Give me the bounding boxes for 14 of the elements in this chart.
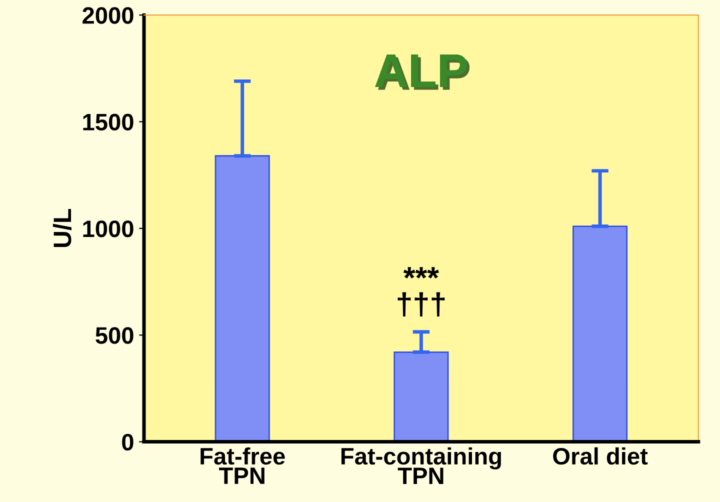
bar bbox=[572, 226, 628, 442]
y-tick-label: 2000 bbox=[82, 7, 134, 24]
annotation: *** ††† bbox=[398, 267, 445, 316]
y-tick-label: 1000 bbox=[83, 220, 134, 238]
y-tick-label: 500 bbox=[96, 327, 134, 344]
y-axis-title: U/L bbox=[52, 209, 72, 248]
x-tick-label: Oral diet bbox=[553, 447, 648, 465]
x-tick-label: Fat-free TPN bbox=[200, 447, 285, 484]
x-tick-label: Fat-containing TPN bbox=[341, 447, 501, 484]
bar bbox=[394, 351, 449, 442]
y-tick-label: 1500 bbox=[83, 114, 134, 131]
text: ALP bbox=[375, 54, 470, 90]
y-tick-label: 0 bbox=[122, 434, 134, 451]
bar bbox=[214, 155, 270, 442]
